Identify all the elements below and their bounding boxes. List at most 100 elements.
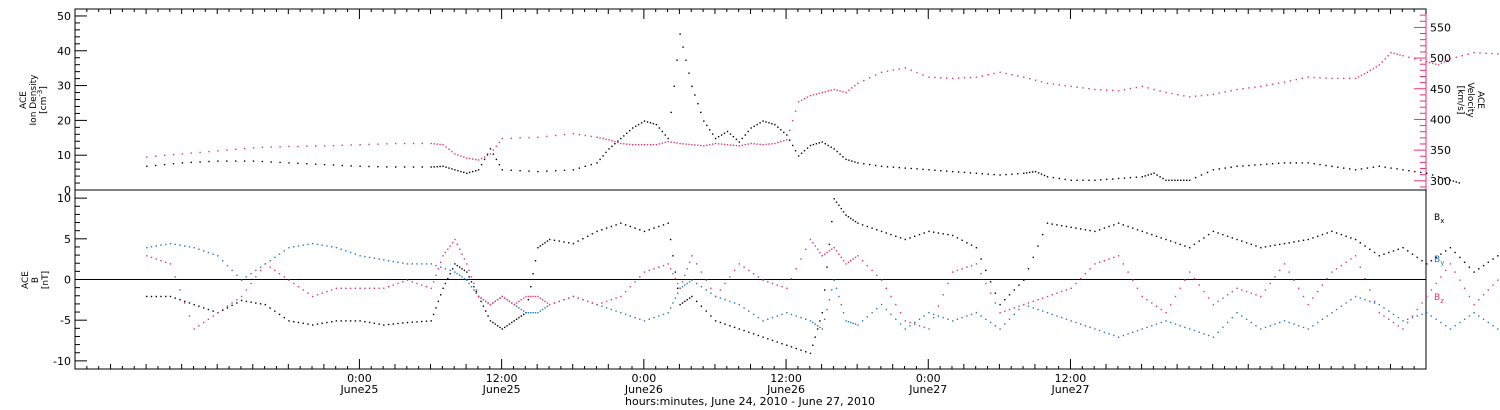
by-point <box>544 307 546 309</box>
bz-point <box>816 248 819 250</box>
density-point <box>1070 179 1072 181</box>
bz-point <box>724 282 726 285</box>
bx-point <box>1136 229 1139 231</box>
density-point <box>904 167 906 169</box>
by-point <box>658 315 660 317</box>
density-y-label: ACE Ion Density [cm-3] <box>19 74 49 126</box>
velocity-point <box>537 136 539 138</box>
density-point <box>190 161 192 164</box>
bx-point <box>326 321 328 324</box>
velocity-point <box>789 129 791 131</box>
bz-point <box>1046 295 1049 298</box>
velocity-point <box>1319 77 1321 79</box>
bz-point <box>1397 325 1399 327</box>
bz-point <box>302 289 304 291</box>
bx-point <box>541 243 544 246</box>
velocity-point <box>1106 89 1108 91</box>
bx-point <box>826 266 828 268</box>
bx-point <box>850 217 852 220</box>
density-point <box>1271 163 1274 165</box>
density-point <box>892 166 895 168</box>
bx-point <box>866 225 868 228</box>
velocity-point <box>1260 85 1262 88</box>
bz-point <box>558 300 560 303</box>
density-point <box>1437 176 1440 178</box>
velocity-point <box>836 89 838 91</box>
bz-point <box>776 284 778 286</box>
density-point <box>1189 179 1191 181</box>
by-point <box>425 263 428 265</box>
bz-point <box>648 269 650 272</box>
bx-point <box>269 307 271 309</box>
density-point <box>629 130 631 132</box>
velocity-point <box>1177 94 1179 96</box>
velocity-point <box>1378 64 1380 66</box>
density-point <box>163 163 166 166</box>
bz-point <box>1407 321 1409 324</box>
bx-point <box>1264 246 1267 248</box>
density-point <box>1135 176 1138 178</box>
by-point <box>461 276 463 278</box>
by-point <box>767 318 769 320</box>
bz-point <box>700 271 703 273</box>
by-point <box>435 264 437 267</box>
bz-point <box>368 287 371 289</box>
bx-point <box>1269 245 1271 247</box>
density-point <box>880 165 883 167</box>
bz-point <box>184 302 186 304</box>
bx-point <box>1170 240 1172 242</box>
by-point <box>691 279 693 281</box>
velocity-point <box>477 159 480 161</box>
velocity-point <box>1230 90 1232 92</box>
bz-point <box>1392 321 1395 324</box>
velocity-point <box>1023 76 1025 78</box>
bx-point <box>838 204 840 206</box>
bz-point <box>155 258 157 260</box>
bz-point <box>340 287 342 289</box>
velocity-point <box>1473 51 1475 54</box>
bz-point <box>1113 256 1115 259</box>
bx-point <box>1217 232 1219 234</box>
by-point <box>1335 308 1338 311</box>
velocity-point <box>744 144 746 146</box>
density-point <box>803 150 806 152</box>
by-point <box>406 263 409 265</box>
density-point <box>1260 163 1262 166</box>
by-point <box>1103 331 1106 333</box>
by-point <box>150 246 153 248</box>
bz-point <box>1013 307 1015 309</box>
velocity-point <box>1277 82 1280 84</box>
bz-point <box>947 282 949 285</box>
density-point <box>279 161 281 164</box>
bz-point <box>1269 282 1271 285</box>
bx-point <box>496 325 499 327</box>
bx-point <box>684 300 686 303</box>
bz-point <box>610 299 613 301</box>
velocity-point <box>261 146 264 149</box>
density-point <box>759 122 761 124</box>
density-point <box>809 144 812 147</box>
by-point <box>203 250 205 252</box>
bx-point <box>937 232 940 234</box>
density-point <box>963 171 966 174</box>
by-point <box>231 269 233 272</box>
bz-point <box>1463 287 1466 289</box>
velocity-point <box>457 154 459 156</box>
density-point <box>863 163 865 165</box>
bz-point <box>1473 303 1475 306</box>
by-point <box>1392 313 1395 316</box>
by-point <box>1293 323 1295 325</box>
bx-point <box>1383 253 1385 255</box>
top-panel-frame <box>74 8 1427 191</box>
velocity-point <box>1420 59 1422 61</box>
bx-point <box>705 310 707 312</box>
velocity-point <box>848 89 850 91</box>
bx-point <box>406 321 409 324</box>
velocity-point <box>670 141 672 143</box>
bz-point <box>1402 328 1404 330</box>
velocity-point <box>1200 94 1203 97</box>
density-point <box>1313 163 1315 165</box>
density-point <box>243 160 246 162</box>
velocity-point <box>1040 81 1043 83</box>
bz-point <box>705 279 707 281</box>
